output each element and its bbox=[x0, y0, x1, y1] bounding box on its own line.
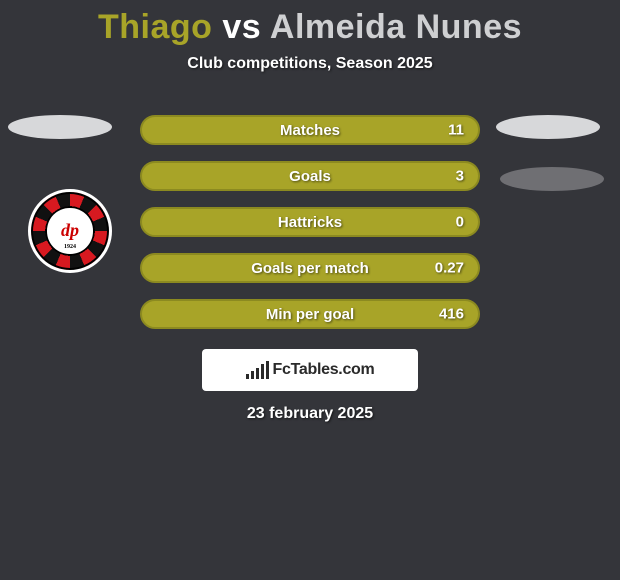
title-player-a: Thiago bbox=[98, 8, 212, 46]
stat-row: Goals 3 bbox=[140, 161, 480, 191]
stat-row: Hattricks 0 bbox=[140, 207, 480, 237]
club-badge-inner: dp bbox=[47, 208, 92, 253]
stat-value: 3 bbox=[456, 168, 464, 185]
stat-value: 0 bbox=[456, 214, 464, 231]
stats-area: dp Matches 11 Goals 3 Hattricks 0 Goals … bbox=[0, 115, 620, 423]
oval-right bbox=[496, 115, 600, 139]
logo-text: FcTables.com bbox=[273, 361, 375, 379]
stat-label: Hattricks bbox=[278, 214, 342, 231]
stat-label: Goals bbox=[289, 168, 331, 185]
stat-value: 11 bbox=[448, 122, 464, 139]
stat-row: Matches 11 bbox=[140, 115, 480, 145]
stat-label: Goals per match bbox=[251, 260, 369, 277]
club-badge: dp bbox=[28, 189, 112, 273]
oval-left bbox=[8, 115, 112, 139]
oval-right2 bbox=[500, 167, 604, 191]
stat-rows: Matches 11 Goals 3 Hattricks 0 Goals per… bbox=[140, 115, 480, 329]
stat-label: Matches bbox=[280, 122, 340, 139]
fctables-logo: FcTables.com bbox=[202, 349, 418, 391]
date-label: 23 february 2025 bbox=[0, 405, 620, 423]
stat-value: 0.27 bbox=[435, 260, 464, 277]
subtitle: Club competitions, Season 2025 bbox=[0, 55, 620, 73]
stat-value: 416 bbox=[439, 306, 464, 323]
logo-bars-icon bbox=[246, 361, 269, 379]
stat-row: Goals per match 0.27 bbox=[140, 253, 480, 283]
stat-row: Min per goal 416 bbox=[140, 299, 480, 329]
stat-label: Min per goal bbox=[266, 306, 354, 323]
title-vs: vs bbox=[222, 8, 261, 46]
page-title: Thiago vs Almeida Nunes bbox=[0, 0, 620, 47]
title-player-b: Almeida Nunes bbox=[270, 8, 522, 46]
